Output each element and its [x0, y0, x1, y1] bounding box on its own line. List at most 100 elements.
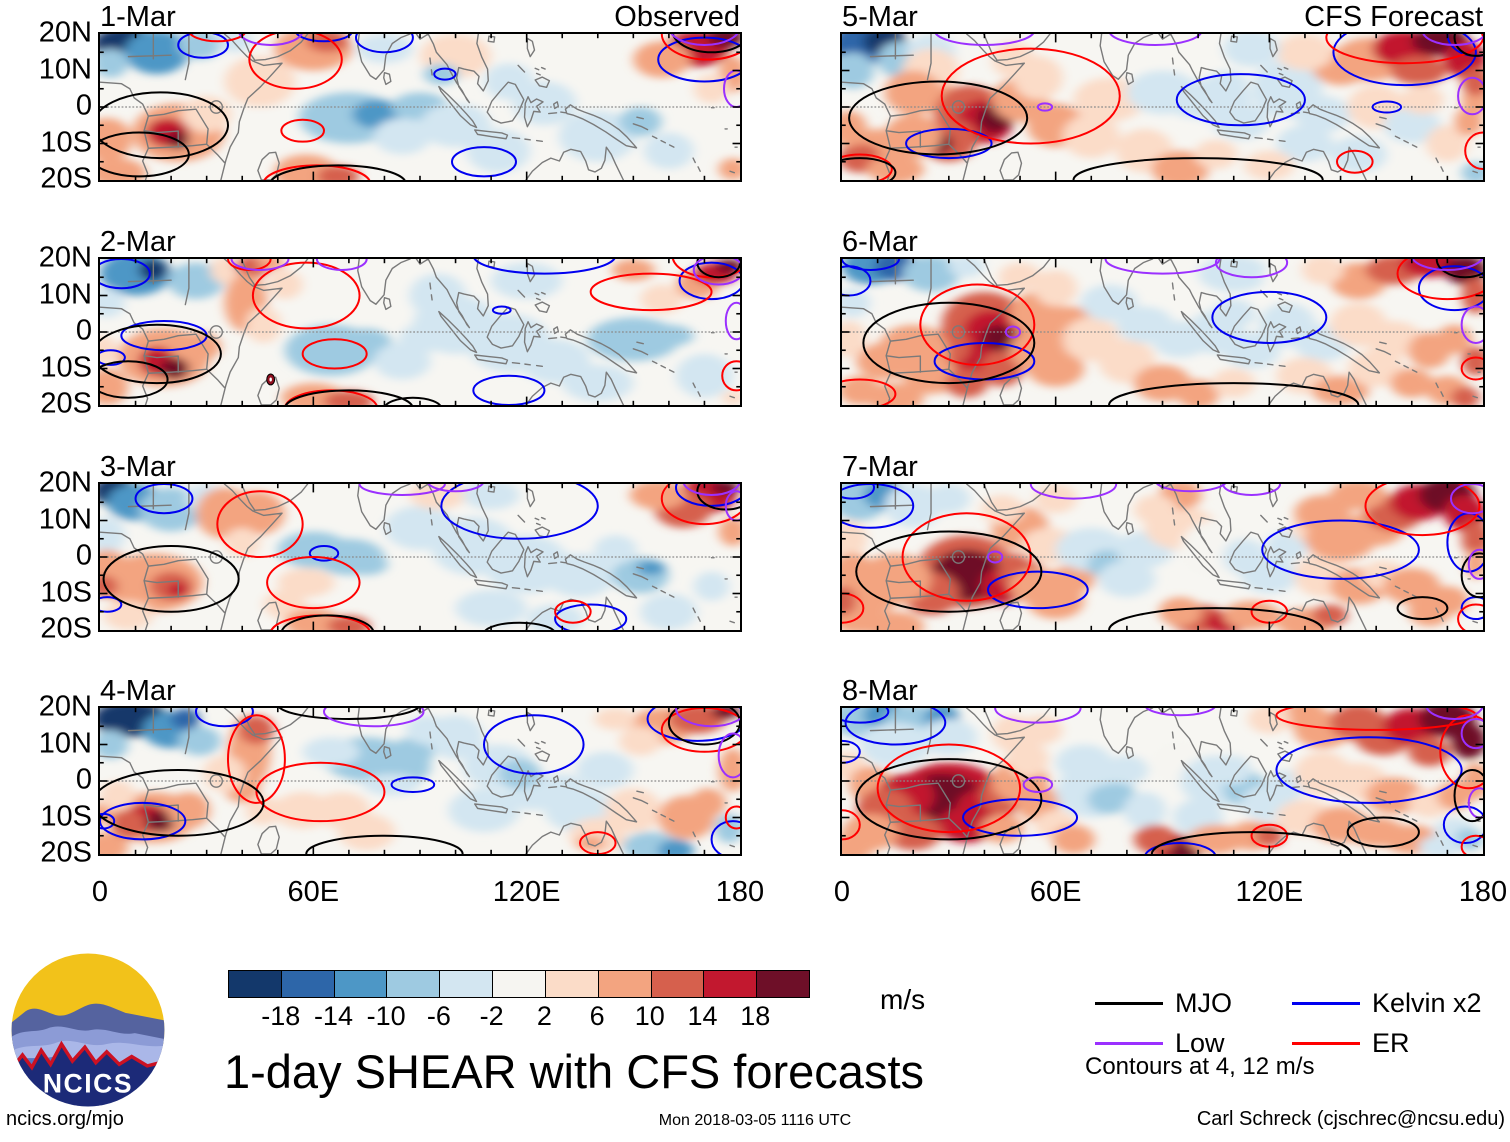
tick-marks: [100, 708, 740, 854]
lon-tick-label: 60E: [1029, 876, 1082, 908]
lat-tick-label: 10N: [38, 53, 92, 86]
ncics-logo: NCICS: [11, 953, 165, 1107]
lat-tick-label: 0: [75, 314, 92, 347]
coastlines: [842, 259, 1480, 405]
panel-date-label: 1-Mar: [100, 1, 176, 33]
lat-tick-label: 10N: [38, 503, 92, 536]
colorbar-tick-label: 18: [740, 1001, 771, 1031]
colorbar-segment: [704, 971, 758, 997]
colorbar-tick-label: 10: [634, 1001, 665, 1031]
wave-contours: [98, 482, 742, 632]
lon-tick-label: 0: [91, 876, 109, 908]
lon-tick-label: 180: [1458, 876, 1508, 908]
coastlines: [842, 708, 1480, 854]
panel-date-label: 5-Mar: [842, 1, 918, 33]
coastlines: [100, 34, 737, 180]
tick-marks: [100, 34, 740, 180]
colorbar-segment: [493, 971, 546, 997]
colorbar-segment: [598, 971, 652, 997]
colorbar-segment: [651, 971, 705, 997]
wave-contours: [840, 482, 1485, 632]
panel-date-label: 3-Mar: [100, 451, 176, 483]
lon-tick-label: 0: [833, 876, 851, 908]
map-panel-1-Mar: [98, 32, 742, 182]
coastlines: [100, 259, 737, 405]
wave-contours: [98, 32, 742, 182]
lat-tick-label: 10N: [38, 727, 92, 760]
lat-tick-label: 0: [75, 539, 92, 572]
colorbar-segment: [757, 971, 809, 997]
lat-tick-label: 10S: [40, 351, 92, 384]
legend-line-low: [1095, 1042, 1163, 1045]
colorbar-segment: [281, 971, 335, 997]
panel-date-label: 7-Mar: [842, 451, 918, 483]
lat-tick-label: 10S: [40, 576, 92, 609]
wave-contours: [840, 32, 1485, 182]
map-panel-3-Mar: [98, 482, 742, 632]
colorbar-segment: [334, 971, 388, 997]
colorbar-tick-label: -6: [426, 1001, 451, 1031]
lat-tick-label: 20N: [38, 16, 92, 49]
lat-tick-label: 20S: [40, 612, 92, 645]
lat-tick-label: 20N: [38, 241, 92, 274]
lat-tick-label: 0: [75, 89, 92, 122]
panel-date-label: 2-Mar: [100, 226, 176, 258]
coastlines: [100, 484, 737, 630]
logo-text: NCICS: [43, 1068, 133, 1098]
legend-line-kelvin-x2: [1292, 1002, 1360, 1005]
legend-label: Kelvin x2: [1372, 988, 1482, 1018]
coastlines: [100, 708, 737, 854]
lon-tick-label: 60E: [287, 876, 340, 908]
colorbar-segment: [545, 971, 599, 997]
shading-field: [100, 708, 740, 854]
lat-tick-label: 20S: [40, 387, 92, 420]
lat-tick-label: 20S: [40, 162, 92, 195]
colorbar-tick-label: -10: [366, 1001, 406, 1031]
tick-marks: [842, 484, 1483, 630]
legend-label: MJO: [1175, 988, 1232, 1018]
map-panel-7-Mar: [840, 482, 1485, 632]
colorbar-segment: [440, 971, 494, 997]
lon-tick-label: 120E: [1235, 876, 1304, 908]
panel-date-label: 4-Mar: [100, 675, 176, 707]
coastlines: [842, 34, 1480, 180]
colorbar: [228, 970, 810, 998]
panel-date-label: 8-Mar: [842, 675, 918, 707]
legend-line-mjo: [1095, 1002, 1163, 1005]
legend-line-er: [1292, 1042, 1360, 1045]
tick-marks: [100, 484, 740, 630]
timestamp: Mon 2018-03-05 1116 UTC: [658, 1112, 852, 1129]
lat-tick-label: 0: [75, 763, 92, 796]
legend-note: Contours at 4, 12 m/s: [1085, 1053, 1315, 1080]
colorbar-segment: [387, 971, 441, 997]
wave-contours: [840, 706, 1485, 856]
legend-label: ER: [1372, 1028, 1410, 1058]
colorbar-tick-label: 2: [536, 1001, 552, 1031]
tick-marks: [842, 708, 1483, 854]
tick-marks: [100, 259, 740, 405]
wave-contours: [98, 706, 742, 856]
colorbar-tick-label: 6: [589, 1001, 605, 1031]
figure-title: 1-day SHEAR with CFS forecasts: [224, 1045, 924, 1098]
lat-tick-label: 20S: [40, 836, 92, 869]
colorbar-tick-label: -18: [261, 1001, 301, 1031]
logo-red-ridgeline: [11, 1040, 165, 1072]
map-panel-8-Mar: [840, 706, 1485, 856]
wave-contours: [840, 257, 1485, 407]
colorbar-tick-label: 14: [687, 1001, 718, 1031]
map-panel-6-Mar: [840, 257, 1485, 407]
lon-tick-label: 120E: [492, 876, 561, 908]
colorbar-tick-label: -14: [313, 1001, 353, 1031]
colorbar-segment: [229, 971, 282, 997]
cfs-forecast-column-header: CFS Forecast: [1304, 1, 1483, 33]
colorbar-tick-label: -2: [479, 1001, 504, 1031]
map-panel-4-Mar: [98, 706, 742, 856]
lat-tick-label: 10S: [40, 126, 92, 159]
panel-date-label: 6-Mar: [842, 226, 918, 258]
observed-column-header: Observed: [614, 1, 740, 33]
colorbar-unit: m/s: [880, 984, 926, 1015]
lat-tick-label: 20N: [38, 690, 92, 723]
lat-tick-label: 10S: [40, 800, 92, 833]
tick-marks: [842, 259, 1483, 405]
